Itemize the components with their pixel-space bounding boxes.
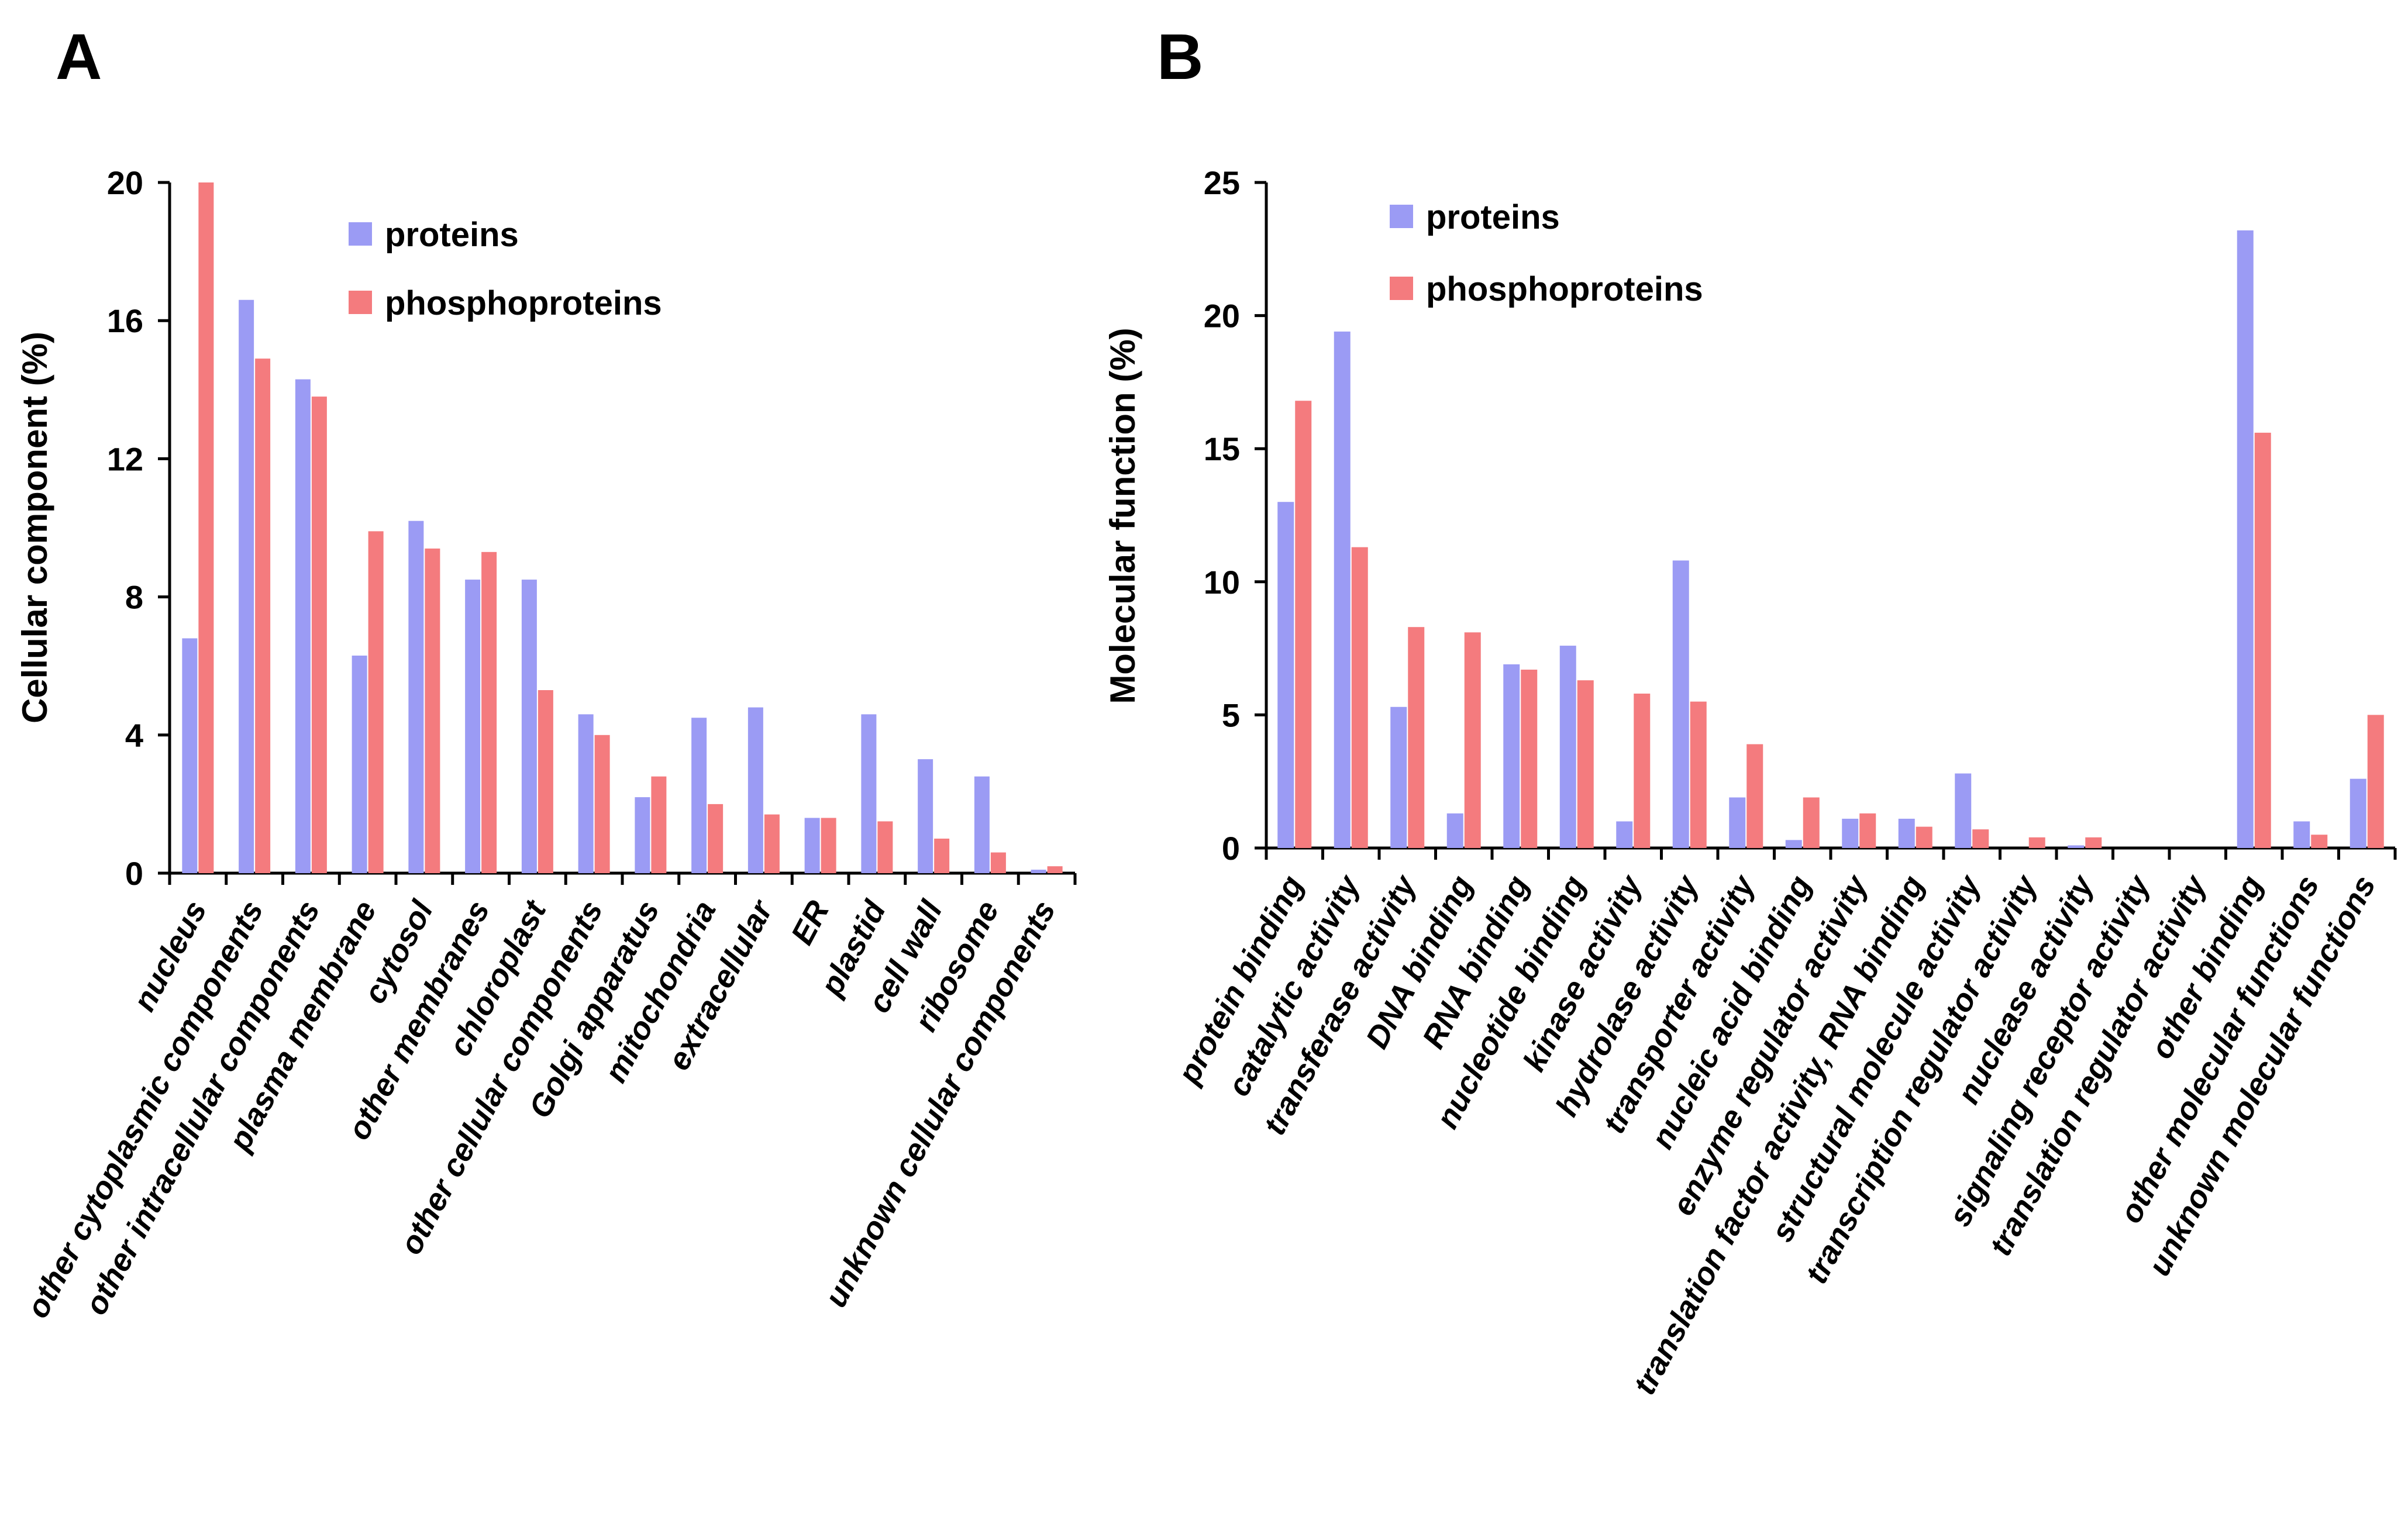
- bar-proteins-nuclease-activity: [2068, 845, 2085, 848]
- y-axis-title: Cellular component (%): [15, 332, 54, 723]
- bar-proteins-other-molecular-functions: [2293, 821, 2310, 848]
- bar-phosphoproteins-kinase-activity: [1634, 693, 1651, 848]
- y-tick-label: 16: [107, 302, 143, 339]
- bar-phosphoproteins-ribosome: [990, 852, 1006, 873]
- bar-phosphoproteins-unknown-cellular-components: [1047, 866, 1063, 873]
- legend-swatch-proteins: [1390, 205, 1413, 228]
- bar-proteins-unknown-cellular-components: [1031, 870, 1046, 873]
- legend-label-phosphoproteins: phosphoproteins: [1426, 270, 1703, 308]
- y-tick-label: 15: [1204, 430, 1240, 467]
- bar-phosphoproteins-other-cytoplasmic-components: [255, 359, 271, 873]
- bar-proteins-other-cytoplasmic-components: [239, 299, 254, 873]
- bar-proteins-chloroplast: [521, 580, 537, 873]
- y-tick-label: 4: [125, 717, 143, 754]
- bar-phosphoproteins-other-molecular-functions: [2311, 835, 2328, 848]
- bar-proteins-extracellular: [747, 707, 763, 873]
- panel-label: A: [56, 21, 102, 93]
- bar-phosphoproteins-golgi-apparatus: [651, 776, 667, 873]
- bar-phosphoproteins-cell-wall: [934, 838, 950, 873]
- bar-phosphoproteins-structural-molecule-activity: [1972, 829, 1989, 848]
- bar-phosphoproteins-transferase-activity: [1408, 627, 1425, 848]
- bar-phosphoproteins-protein-binding: [1295, 401, 1312, 848]
- bar-phosphoproteins-mitochondria: [708, 804, 724, 873]
- bar-proteins-transferase-activity: [1390, 706, 1407, 848]
- bar-proteins-nucleotide-binding: [1559, 646, 1576, 848]
- bar-phosphoproteins-other-binding: [2254, 432, 2271, 848]
- y-tick-label: 12: [107, 440, 143, 477]
- bar-phosphoproteins-transporter-activity: [1746, 744, 1763, 848]
- bar-proteins-other-cellular-components: [578, 714, 594, 873]
- bar-proteins-plastid: [861, 714, 877, 873]
- bar-proteins-nucleic-acid-binding: [1785, 840, 1802, 848]
- bar-proteins-transporter-activity: [1729, 797, 1746, 848]
- bar-phosphoproteins-plastid: [877, 821, 893, 873]
- bar-proteins-structural-molecule-activity: [1955, 773, 1972, 848]
- bar-phosphoproteins-other-cellular-components: [594, 735, 610, 873]
- legend-swatch-phosphoproteins: [1390, 277, 1413, 300]
- legend-swatch-proteins: [349, 222, 372, 246]
- bar-proteins-rna-binding: [1503, 664, 1520, 848]
- bar-proteins-cytosol: [408, 521, 424, 873]
- y-axis-title: Molecular function (%): [1103, 328, 1142, 704]
- bar-phosphoproteins-catalytic-activity: [1351, 547, 1368, 848]
- bar-phosphoproteins-chloroplast: [538, 690, 553, 873]
- y-tick-label: 0: [125, 855, 143, 892]
- y-tick-label: 8: [125, 579, 143, 616]
- bar-phosphoproteins-nucleus: [198, 182, 214, 873]
- bar-proteins-enzyme-regulator-activity: [1842, 818, 1859, 848]
- bar-proteins-unknown-molecular-functions: [2350, 778, 2366, 848]
- bar-proteins-catalytic-activity: [1334, 331, 1351, 848]
- bar-phosphoproteins-plasma-membrane: [368, 531, 384, 873]
- bar-phosphoproteins-hydrolase-activity: [1690, 701, 1707, 848]
- legend-label-proteins: proteins: [1426, 198, 1560, 236]
- legend-swatch-phosphoproteins: [349, 291, 372, 314]
- bar-phosphoproteins-unknown-molecular-functions: [2367, 715, 2384, 848]
- bar-phosphoproteins-extracellular: [764, 814, 780, 873]
- y-tick-label: 5: [1222, 697, 1240, 733]
- legend-label-proteins: proteins: [385, 216, 519, 254]
- bar-proteins-nucleus: [182, 638, 198, 873]
- y-tick-label: 20: [107, 164, 143, 201]
- bar-proteins-er: [804, 818, 820, 873]
- y-tick-label: 0: [1222, 830, 1240, 867]
- bar-phosphoproteins-er: [821, 818, 836, 873]
- bar-proteins-golgi-apparatus: [635, 797, 650, 873]
- y-tick-label: 20: [1204, 298, 1240, 335]
- bar-proteins-kinase-activity: [1616, 821, 1633, 848]
- bar-phosphoproteins-translation-factor-activity-rna-binding: [1916, 826, 1932, 848]
- y-tick-label: 25: [1204, 164, 1240, 201]
- bar-phosphoproteins-cytosol: [425, 548, 440, 873]
- bar-proteins-cell-wall: [918, 759, 933, 873]
- bar-proteins-other-binding: [2237, 230, 2254, 848]
- bar-phosphoproteins-other-membranes: [481, 551, 497, 873]
- bar-proteins-hydrolase-activity: [1672, 560, 1689, 848]
- bar-proteins-mitochondria: [691, 718, 707, 873]
- bar-phosphoproteins-rna-binding: [1521, 670, 1538, 848]
- bar-phosphoproteins-transcription-regulator-activity: [2028, 837, 2045, 848]
- y-tick-label: 10: [1204, 564, 1240, 601]
- bar-proteins-protein-binding: [1277, 502, 1294, 848]
- bar-proteins-dna-binding: [1446, 813, 1463, 848]
- bar-proteins-other-membranes: [465, 580, 481, 873]
- bar-proteins-translation-factor-activity-rna-binding: [1898, 818, 1915, 848]
- bar-phosphoproteins-enzyme-regulator-activity: [1859, 813, 1876, 848]
- bar-phosphoproteins-nucleic-acid-binding: [1803, 797, 1820, 848]
- bar-proteins-plasma-membrane: [352, 655, 367, 873]
- legend-label-phosphoproteins: phosphoproteins: [385, 284, 662, 322]
- bar-phosphoproteins-dna-binding: [1464, 632, 1481, 848]
- bar-phosphoproteins-nucleotide-binding: [1577, 680, 1594, 848]
- bar-phosphoproteins-other-intracellular-components: [311, 397, 327, 873]
- bar-phosphoproteins-nuclease-activity: [2085, 837, 2102, 848]
- bar-proteins-other-intracellular-components: [295, 379, 311, 873]
- bar-proteins-ribosome: [974, 776, 990, 873]
- panel-label: B: [1157, 21, 1203, 93]
